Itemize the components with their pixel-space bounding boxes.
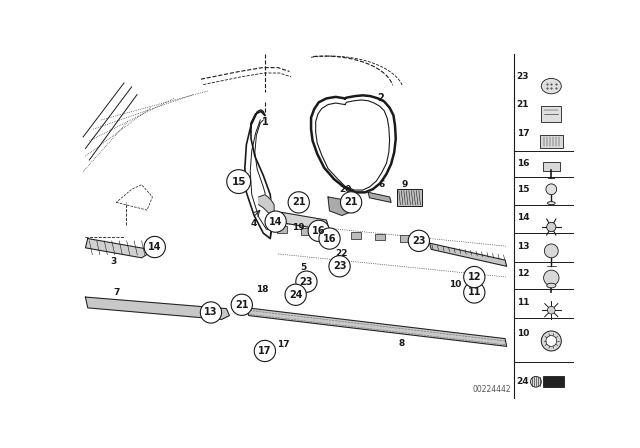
Circle shape [545,244,558,258]
Text: 1: 1 [262,116,268,126]
Text: 5: 5 [300,263,307,272]
Text: 12: 12 [516,270,529,279]
Text: 16: 16 [312,226,326,236]
Ellipse shape [547,283,556,288]
Circle shape [463,267,485,288]
Text: 9: 9 [402,180,408,189]
Text: 00224442: 00224442 [472,385,511,394]
Text: 17: 17 [258,346,271,356]
Circle shape [541,331,561,351]
Text: 17: 17 [277,340,290,349]
Text: 10: 10 [516,329,529,338]
Polygon shape [282,212,330,231]
Circle shape [340,192,362,213]
Text: 4: 4 [251,219,257,228]
Text: 10: 10 [449,280,461,289]
Text: 20: 20 [339,185,351,194]
Circle shape [546,336,557,346]
Text: 21: 21 [292,198,305,207]
Circle shape [329,256,350,277]
FancyBboxPatch shape [541,106,561,121]
Circle shape [408,230,429,251]
FancyBboxPatch shape [400,236,410,242]
Text: 14: 14 [269,217,282,227]
FancyBboxPatch shape [397,189,422,206]
FancyBboxPatch shape [543,376,564,387]
Circle shape [546,184,557,195]
Polygon shape [247,308,507,346]
Circle shape [200,302,221,323]
Circle shape [296,271,317,292]
Circle shape [543,270,559,285]
Text: 21: 21 [235,300,248,310]
FancyBboxPatch shape [375,233,385,241]
Text: 15: 15 [516,185,529,194]
Circle shape [547,222,556,232]
Polygon shape [328,197,351,215]
Text: 13: 13 [204,307,218,318]
FancyBboxPatch shape [543,162,560,171]
Circle shape [231,294,252,315]
Ellipse shape [547,202,555,205]
Text: 16: 16 [516,159,529,168]
Text: 3: 3 [111,257,117,266]
FancyBboxPatch shape [351,232,361,238]
Circle shape [319,228,340,249]
Text: 12: 12 [468,272,481,282]
Polygon shape [429,243,507,266]
Circle shape [227,170,251,194]
Text: 24: 24 [516,377,529,386]
Polygon shape [86,297,230,319]
FancyBboxPatch shape [301,228,312,235]
Text: 23: 23 [516,73,529,82]
Text: 19: 19 [292,223,305,232]
Text: 13: 13 [516,242,529,251]
Text: 24: 24 [289,290,303,300]
Text: 22: 22 [335,250,348,258]
Text: 11: 11 [516,298,529,307]
Circle shape [531,376,541,387]
Text: 23: 23 [333,261,346,271]
Polygon shape [368,192,391,202]
Circle shape [547,306,555,314]
Polygon shape [86,238,148,258]
Circle shape [144,237,165,258]
Text: 16: 16 [323,233,336,244]
Polygon shape [259,195,274,215]
Text: 21: 21 [516,100,529,109]
FancyBboxPatch shape [540,135,563,148]
Circle shape [265,211,286,232]
Text: 11: 11 [468,288,481,297]
Circle shape [285,284,307,306]
Circle shape [308,220,330,241]
Circle shape [254,340,275,362]
Text: 21: 21 [344,198,358,207]
Text: 15: 15 [232,177,246,186]
FancyBboxPatch shape [326,230,336,237]
Text: 14: 14 [148,242,161,252]
Text: 14: 14 [516,213,529,222]
Text: 7: 7 [113,288,120,297]
Text: 8: 8 [398,339,404,348]
Text: 2: 2 [377,94,384,103]
Text: 6: 6 [379,180,385,189]
FancyBboxPatch shape [276,226,287,233]
Text: 17: 17 [516,129,529,138]
Circle shape [463,282,485,303]
Text: 23: 23 [300,277,313,287]
Ellipse shape [541,78,561,94]
Text: 23: 23 [412,236,426,246]
Text: 18: 18 [256,285,269,294]
Circle shape [288,192,309,213]
